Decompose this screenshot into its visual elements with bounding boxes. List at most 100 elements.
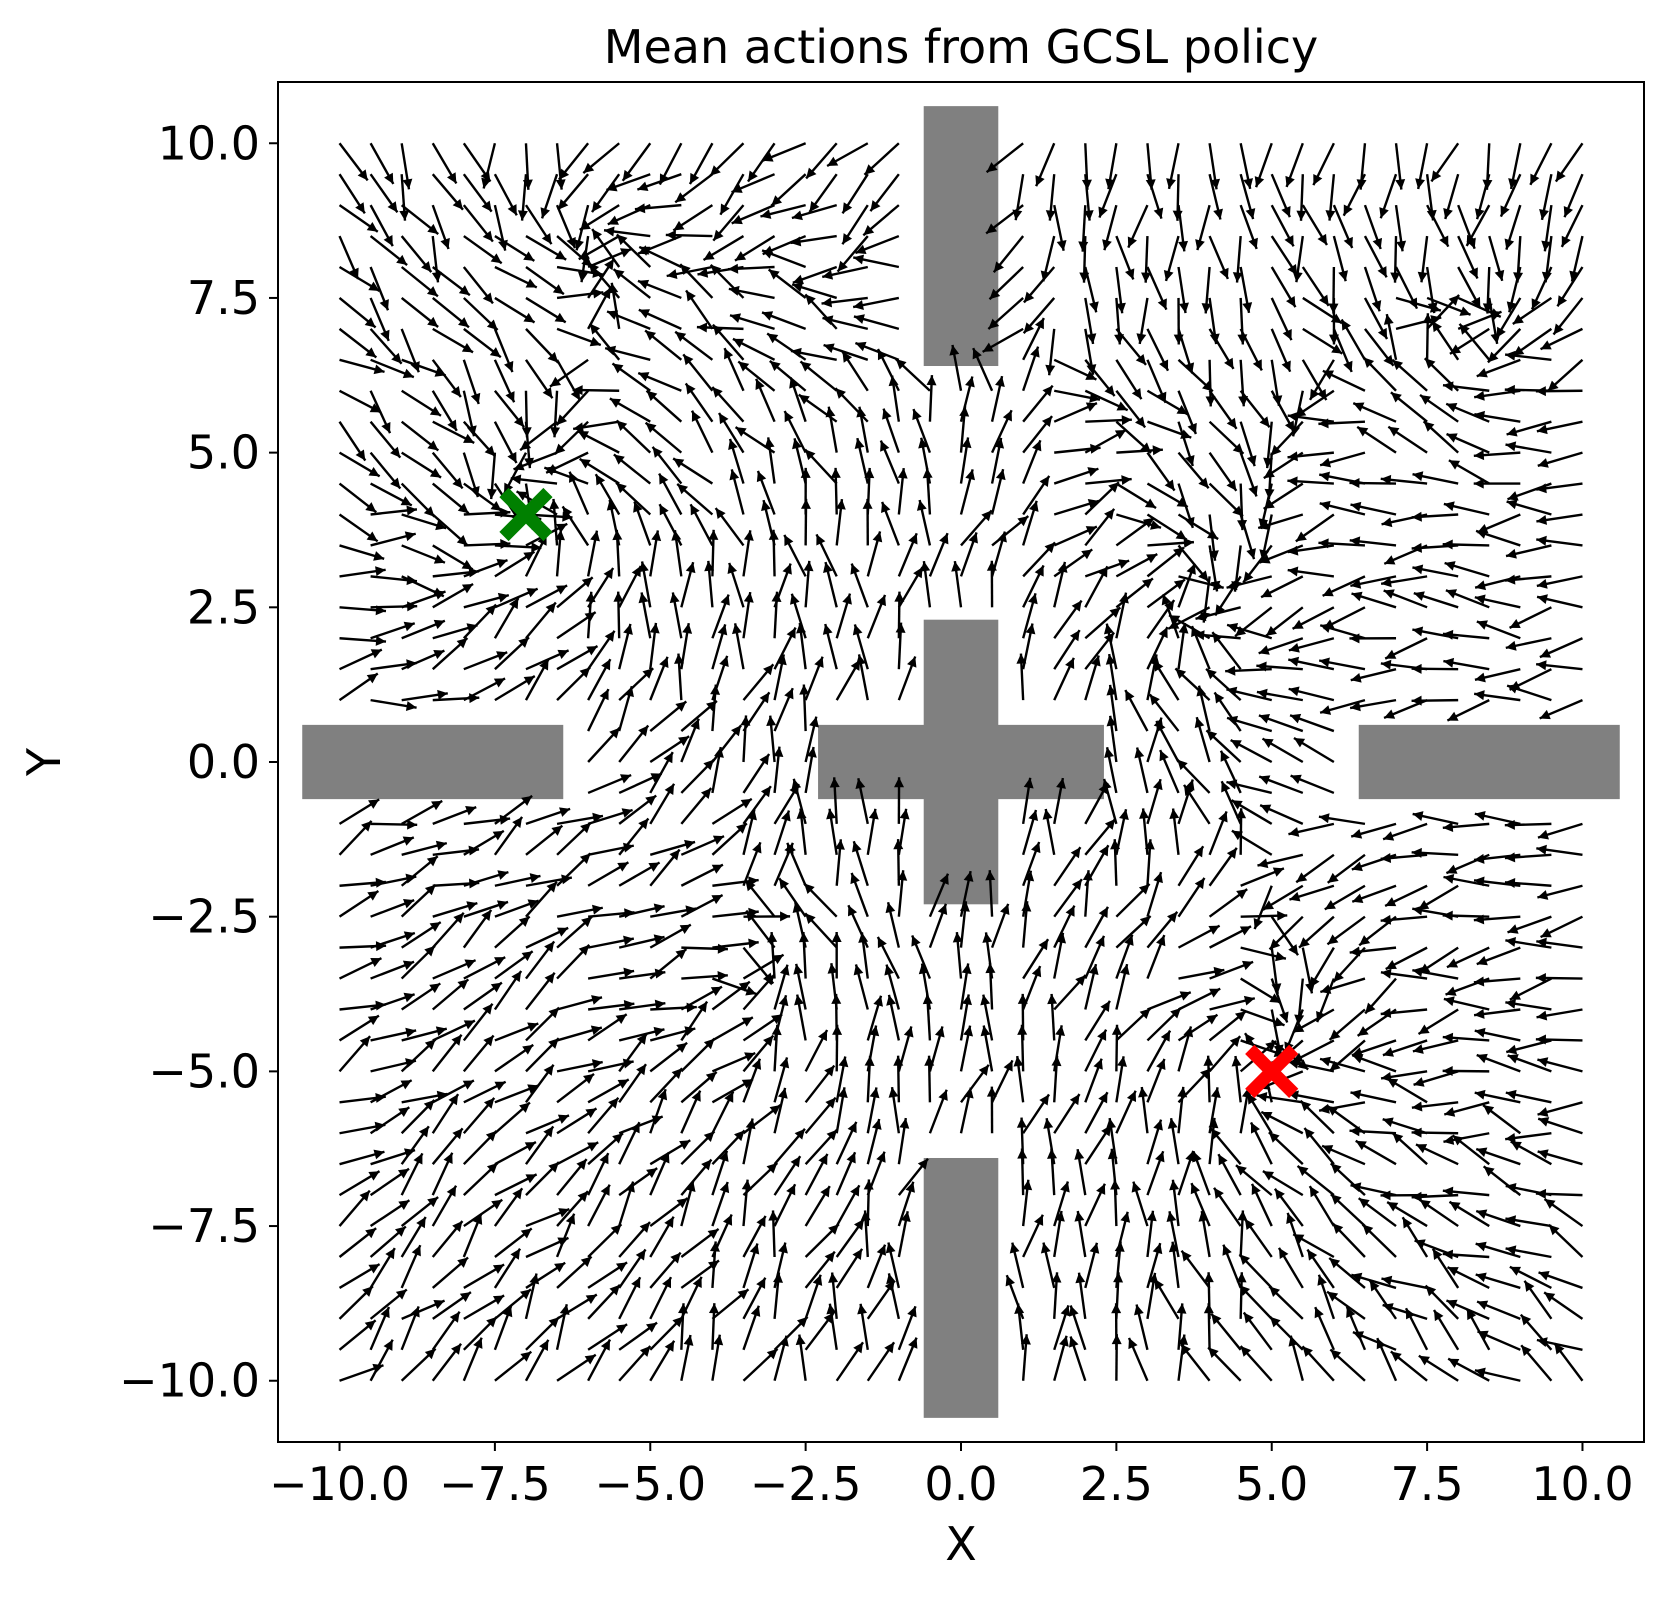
action-arrow xyxy=(338,1319,377,1351)
action-arrow xyxy=(637,371,682,392)
action-arrow xyxy=(401,1026,448,1042)
action-arrow xyxy=(1242,1311,1273,1351)
action-arrow xyxy=(773,746,784,794)
action-arrow xyxy=(401,689,448,702)
action-arrow xyxy=(1537,1057,1583,1073)
action-arrow xyxy=(1508,143,1522,190)
action-arrow xyxy=(555,204,577,249)
action-arrow xyxy=(1084,844,1110,887)
action-arrow xyxy=(1115,420,1152,454)
action-arrow xyxy=(729,313,775,331)
action-arrow xyxy=(804,1223,840,1258)
action-arrow xyxy=(1163,235,1180,282)
action-arrow xyxy=(897,1337,918,1382)
action-arrow xyxy=(1124,689,1149,732)
action-arrow xyxy=(1053,402,1098,423)
action-arrow xyxy=(370,505,418,516)
action-arrow xyxy=(1287,451,1335,462)
action-arrow xyxy=(1177,1150,1195,1196)
action-arrow xyxy=(926,375,937,422)
action-arrow xyxy=(1340,318,1366,361)
action-arrow xyxy=(1115,482,1157,510)
action-arrow xyxy=(463,482,503,512)
action-arrow xyxy=(1053,1025,1066,1072)
action-arrow xyxy=(1417,884,1459,911)
action-arrow xyxy=(1231,829,1273,856)
action-arrow xyxy=(649,735,690,764)
action-arrow xyxy=(827,963,838,1010)
action-arrow xyxy=(463,677,506,702)
action-arrow xyxy=(338,1035,372,1073)
action-arrow xyxy=(1288,822,1335,837)
action-arrow xyxy=(1084,1058,1103,1103)
action-arrow xyxy=(885,1242,901,1289)
x-axis-label: X xyxy=(945,1517,977,1571)
action-arrow xyxy=(1352,402,1397,423)
action-arrow xyxy=(1069,1305,1087,1351)
action-arrow xyxy=(1226,686,1273,702)
action-arrow xyxy=(494,899,540,918)
action-arrow xyxy=(1115,1056,1127,1103)
action-arrow xyxy=(1442,539,1490,550)
action-arrow xyxy=(1084,1029,1108,1072)
action-arrow xyxy=(338,1014,380,1042)
action-arrow xyxy=(711,386,745,423)
action-arrow xyxy=(1317,1274,1336,1320)
action-arrow xyxy=(729,469,745,515)
action-arrow xyxy=(649,1197,689,1228)
action-arrow xyxy=(1111,1024,1122,1072)
action-arrow xyxy=(1330,1193,1366,1227)
action-arrow xyxy=(712,204,745,242)
action-arrow xyxy=(618,667,654,702)
action-arrow xyxy=(338,327,378,359)
action-arrow xyxy=(572,385,620,396)
x-tick-label: 0.0 xyxy=(924,1457,997,1511)
action-arrow xyxy=(1239,452,1258,497)
y-axis-label: Y xyxy=(17,747,71,777)
action-arrow xyxy=(431,451,464,490)
action-arrow xyxy=(339,635,387,646)
action-arrow xyxy=(549,498,560,546)
action-arrow xyxy=(1115,235,1135,280)
action-arrow xyxy=(1209,1127,1242,1165)
action-arrow xyxy=(1445,1299,1490,1320)
action-arrow xyxy=(1127,1337,1149,1382)
action-arrow xyxy=(897,1117,910,1165)
action-arrow xyxy=(1474,1027,1521,1042)
action-arrow xyxy=(432,1291,472,1320)
action-arrow xyxy=(369,266,390,311)
action-arrow xyxy=(524,359,554,399)
action-arrow xyxy=(1563,173,1584,218)
action-arrow xyxy=(1106,715,1118,763)
action-arrow xyxy=(1289,884,1335,902)
action-arrow xyxy=(1239,173,1256,220)
obstacle-wall xyxy=(302,724,564,800)
action-arrow xyxy=(431,390,458,432)
action-arrow xyxy=(852,624,869,670)
x-tick-label: 5.0 xyxy=(1235,1457,1308,1511)
action-arrow xyxy=(1238,1253,1273,1289)
action-arrow xyxy=(431,1311,461,1351)
action-arrow xyxy=(1104,747,1118,794)
action-arrow xyxy=(1442,1249,1490,1260)
action-arrow xyxy=(1473,976,1521,987)
action-arrow xyxy=(783,410,807,454)
action-arrow xyxy=(854,341,900,361)
action-arrow xyxy=(1295,513,1335,543)
x-tick-label: 2.5 xyxy=(1080,1457,1153,1511)
action-arrow xyxy=(980,994,994,1041)
action-arrow xyxy=(587,688,610,732)
y-tick-label: −2.5 xyxy=(148,890,260,944)
action-arrow xyxy=(1540,327,1583,351)
action-arrow xyxy=(959,469,975,515)
action-arrow xyxy=(1116,513,1162,530)
action-arrow xyxy=(876,936,900,980)
action-arrow xyxy=(1382,1303,1428,1321)
action-arrow xyxy=(1270,947,1282,995)
action-arrow xyxy=(1418,946,1459,975)
action-arrow xyxy=(1053,525,1098,547)
action-arrow xyxy=(911,934,932,980)
action-arrow xyxy=(866,995,883,1041)
action-arrow xyxy=(1239,143,1254,190)
action-arrow xyxy=(712,977,757,996)
